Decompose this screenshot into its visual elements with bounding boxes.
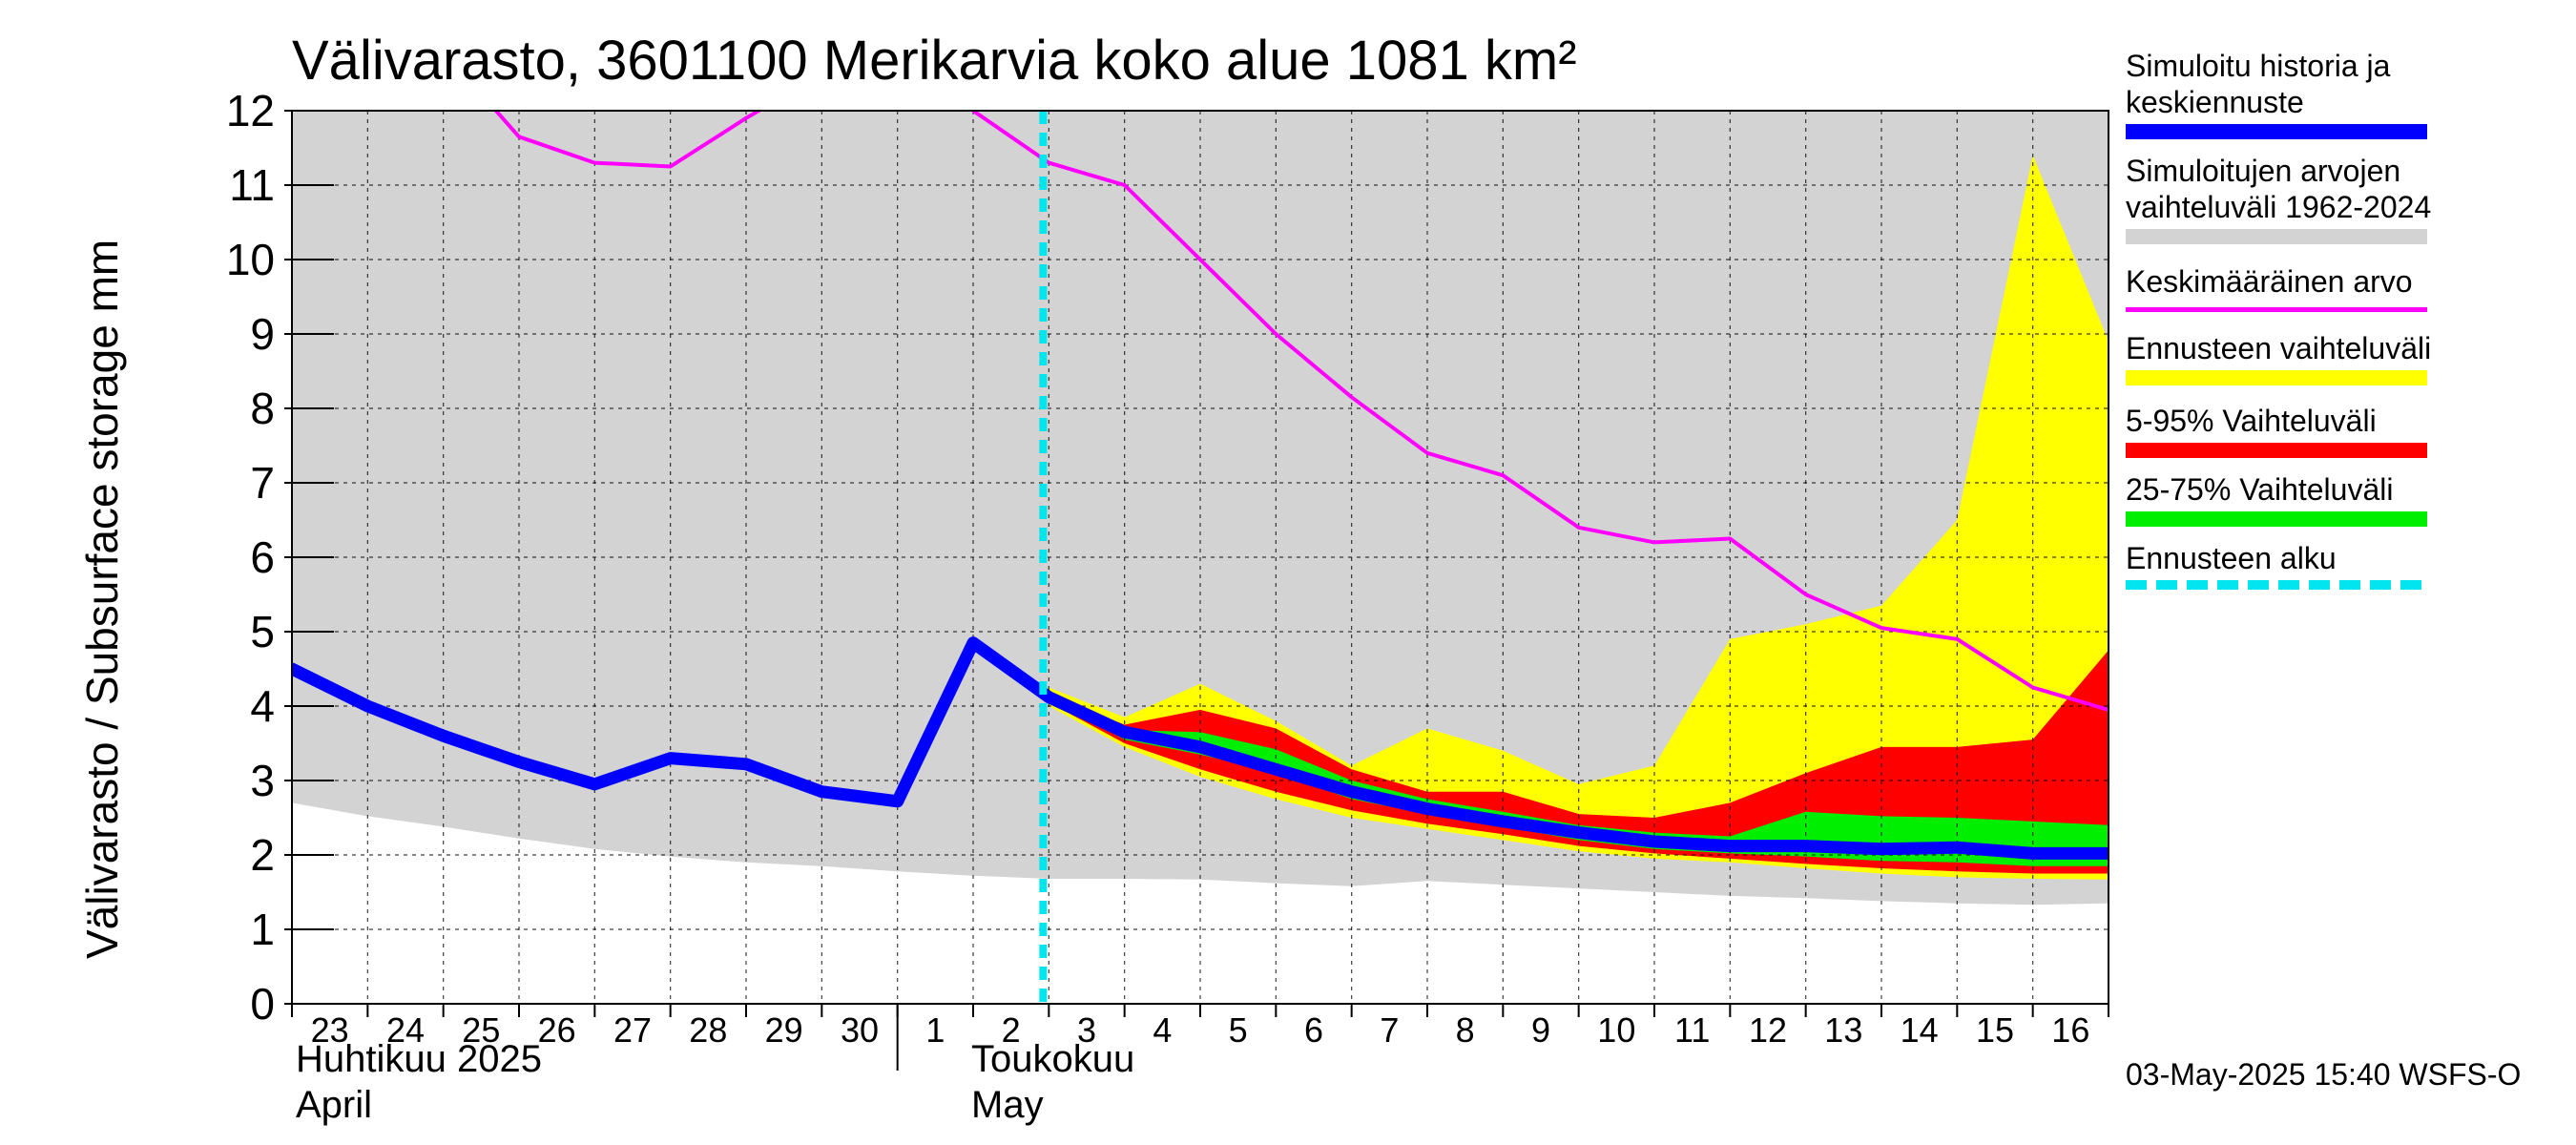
y-tick-label: 10 <box>226 235 275 284</box>
legend-swatch-hist-range <box>2126 229 2427 244</box>
x-tick-label: 16 <box>2051 1010 2089 1050</box>
x-tick-label: 24 <box>386 1010 425 1050</box>
legend-label: Simuloitu historia ja keskiennuste <box>2126 49 2391 119</box>
x-tick-label: 1 <box>925 1010 945 1050</box>
y-tick-label: 9 <box>250 309 275 359</box>
x-tick-label: 9 <box>1531 1010 1550 1050</box>
y-tick-label: 6 <box>250 532 275 582</box>
x-tick-label: 23 <box>311 1010 349 1050</box>
x-tick-label: 5 <box>1229 1010 1248 1050</box>
legend-swatch-mean <box>2126 307 2427 312</box>
legend-item-p25-75: 25-75% Vaihteluväli <box>2126 471 2441 540</box>
x-tick-label: 2 <box>1002 1010 1021 1050</box>
month-label-may-en: May <box>971 1084 1044 1126</box>
chart-title: Välivarasto, 3601100 Merikarvia koko alu… <box>292 30 1577 92</box>
y-tick-label: 5 <box>250 607 275 656</box>
x-tick-label: 3 <box>1077 1010 1096 1050</box>
x-tick-label: 28 <box>689 1010 727 1050</box>
y-tick-label: 3 <box>250 756 275 805</box>
legend-label: Ennusteen vaihteluväli <box>2126 331 2432 365</box>
y-tick-label: 8 <box>250 384 275 433</box>
x-tick-label: 26 <box>538 1010 576 1050</box>
x-tick-label: 14 <box>1901 1010 1939 1050</box>
y-tick-label: 2 <box>250 830 275 880</box>
legend-swatch-median <box>2126 124 2427 139</box>
legend-label: 5-95% Vaihteluväli <box>2126 404 2377 438</box>
chart-legend: Simuloitu historia ja keskiennuste Simul… <box>2126 48 2441 609</box>
x-tick-label: 30 <box>841 1010 879 1050</box>
y-tick-label: 12 <box>226 86 275 135</box>
x-tick-label: 6 <box>1304 1010 1323 1050</box>
y-axis-label: Välivarasto / Subsurface storage mm <box>77 239 127 959</box>
x-tick-label: 15 <box>1976 1010 2014 1050</box>
month-label-april-fi: Huhtikuu 2025 <box>296 1038 542 1080</box>
month-label-may-fi: Toukokuu <box>971 1038 1135 1080</box>
x-tick-label: 8 <box>1456 1010 1475 1050</box>
x-tick-label: 12 <box>1749 1010 1787 1050</box>
x-tick-label: 27 <box>613 1010 652 1050</box>
legend-swatch-forecast-start <box>2126 580 2427 590</box>
legend-item-median: Simuloitu historia ja keskiennuste <box>2126 48 2441 147</box>
month-label-april-en: April <box>296 1084 373 1126</box>
legend-swatch-p5-95 <box>2126 443 2427 458</box>
legend-item-p5-95: 5-95% Vaihteluväli <box>2126 403 2441 471</box>
x-tick-label: 25 <box>462 1010 500 1050</box>
legend-item-mean: Keskimääräinen arvo <box>2126 263 2441 326</box>
mean-line <box>493 111 2109 712</box>
x-tick-label: 7 <box>1380 1010 1399 1050</box>
x-tick-label: 29 <box>765 1010 803 1050</box>
x-tick-label: 13 <box>1824 1010 1862 1050</box>
y-tick-label: 7 <box>250 458 275 508</box>
legend-item-forecast-start: Ennusteen alku <box>2126 540 2441 609</box>
timestamp: 03-May-2025 15:40 WSFS-O <box>2126 1057 2522 1092</box>
legend-label: 25-75% Vaihteluväli <box>2126 472 2394 507</box>
y-tick-label: 0 <box>250 979 275 1029</box>
legend-swatch-forecast-range <box>2126 370 2427 385</box>
legend-label: Ennusteen alku <box>2126 541 2337 575</box>
y-tick-label: 4 <box>250 681 275 731</box>
median-line <box>292 636 2109 860</box>
legend-label: Simuloitujen arvojen vaihteluväli 1962-2… <box>2126 154 2432 224</box>
p25-75-band <box>1049 697 2109 866</box>
y-tick-label: 1 <box>250 905 275 954</box>
forecast-range-band <box>1049 155 2109 880</box>
legend-item-hist-range: Simuloitujen arvojen vaihteluväli 1962-2… <box>2126 153 2441 260</box>
legend-item-forecast-range: Ennusteen vaihteluväli <box>2126 330 2441 403</box>
legend-swatch-p25-75 <box>2126 511 2427 527</box>
y-tick-label: 11 <box>229 160 275 210</box>
x-tick-label: 11 <box>1674 1010 1710 1050</box>
legend-label: Keskimääräinen arvo <box>2126 264 2413 299</box>
x-tick-label: 4 <box>1153 1010 1172 1050</box>
x-tick-label: 10 <box>1597 1010 1635 1050</box>
